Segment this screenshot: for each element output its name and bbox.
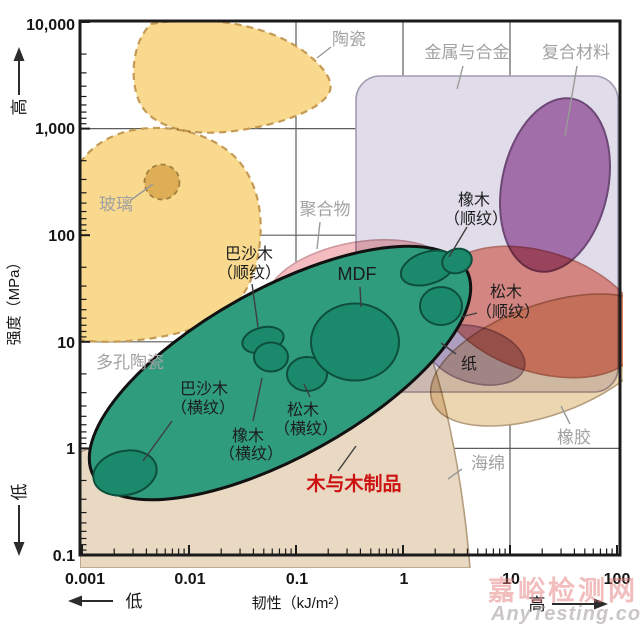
point-pine-along <box>419 286 463 326</box>
label-composites: 复合材料 <box>542 43 610 62</box>
y-tick-label: 1,000 <box>35 121 75 138</box>
y-tick-label: 10 <box>57 335 75 352</box>
x-axis-high-label: 高 <box>529 595 546 614</box>
label-balsa-across-1: 巴沙木 <box>180 380 228 398</box>
label-balsa-along-2: （顺纹） <box>217 264 281 282</box>
up-arrow-icon <box>13 47 25 95</box>
leader-lines <box>130 46 578 480</box>
label-pine-across-1: 松木 <box>287 401 319 419</box>
y-axis-low-label: 低 <box>10 484 29 501</box>
label-wood-products: 木与木制品 <box>305 472 401 495</box>
y-axis-high-label: 高 <box>10 99 29 116</box>
right-arrow-icon <box>552 598 608 610</box>
wood-labels: 巴沙木 （顺纹） MDF 橡木 （顺纹） 松木 （顺纹） 纸 巴沙木 （横纹） … <box>171 191 540 495</box>
x-tick-label: 1 <box>400 571 409 588</box>
watermark: 嘉峪检测网 AnyTesting.com <box>488 575 640 625</box>
label-oak-along-2: （顺纹） <box>444 210 508 228</box>
y-tick-label: 1 <box>66 441 75 458</box>
x-tick-label: 0.01 <box>174 571 205 588</box>
y-tick-label: 0.1 <box>53 548 75 565</box>
label-pine-along-1: 松木 <box>490 283 522 301</box>
label-porous-ceramics: 多孔陶瓷 <box>96 353 164 372</box>
y-axis: 10,000 1,000 100 10 1 0.1 强度（MPa） 高 低 <box>6 17 75 565</box>
y-tick-label: 100 <box>48 228 75 245</box>
watermark-en: AnyTesting.com <box>490 603 640 625</box>
x-tick-label: 10 <box>502 571 520 588</box>
label-oak-across-2: （横纹） <box>219 445 283 463</box>
region-composites <box>499 97 611 273</box>
label-paper: 纸 <box>461 355 477 373</box>
label-rubber: 橡胶 <box>557 428 591 447</box>
label-pine-across-2: （横纹） <box>274 420 338 438</box>
label-balsa-across-2: （横纹） <box>171 399 235 417</box>
watermark-cn: 嘉峪检测网 <box>488 575 638 606</box>
label-polymers: 聚合物 <box>300 200 351 219</box>
down-arrow-icon <box>13 505 25 556</box>
region-glass <box>143 163 181 201</box>
wood-group <box>87 244 473 502</box>
plot-frame <box>78 19 622 557</box>
label-glass: 玻璃 <box>99 195 133 214</box>
point-balsa-across <box>92 449 158 497</box>
y-tick-label: 10,000 <box>26 17 75 34</box>
left-arrow-icon <box>68 595 113 607</box>
region-ceramics <box>132 21 332 134</box>
region-labels: 陶瓷 金属与合金 复合材料 玻璃 多孔陶瓷 聚合物 橡胶 海绵 <box>96 30 610 473</box>
label-ceramics: 陶瓷 <box>332 30 366 49</box>
x-axis: 0.001 0.01 0.1 1 10 100 韧性（kJ/m²） 低 高 <box>65 571 630 614</box>
label-pine-along-2: （顺纹） <box>476 303 540 321</box>
label-metals-alloys: 金属与合金 <box>425 43 510 62</box>
x-axis-low-label: 低 <box>126 592 143 611</box>
point-mdf <box>310 302 400 382</box>
label-mdf: MDF <box>338 264 377 284</box>
x-tick-label: 0.1 <box>286 571 308 588</box>
axis-tick-marks <box>80 21 618 556</box>
point-oak-across <box>253 341 289 373</box>
label-oak-along-1: 橡木 <box>458 191 490 209</box>
label-oak-across-1: 橡木 <box>232 427 264 445</box>
x-tick-label: 100 <box>604 571 631 588</box>
label-sponge: 海绵 <box>471 454 505 473</box>
x-tick-label: 0.001 <box>65 571 105 588</box>
region-porous-ceramics <box>80 126 262 343</box>
label-balsa-along-1: 巴沙木 <box>225 245 273 263</box>
x-axis-title: 韧性（kJ/m²） <box>252 595 349 612</box>
y-axis-title: 强度（MPa） <box>6 255 23 346</box>
